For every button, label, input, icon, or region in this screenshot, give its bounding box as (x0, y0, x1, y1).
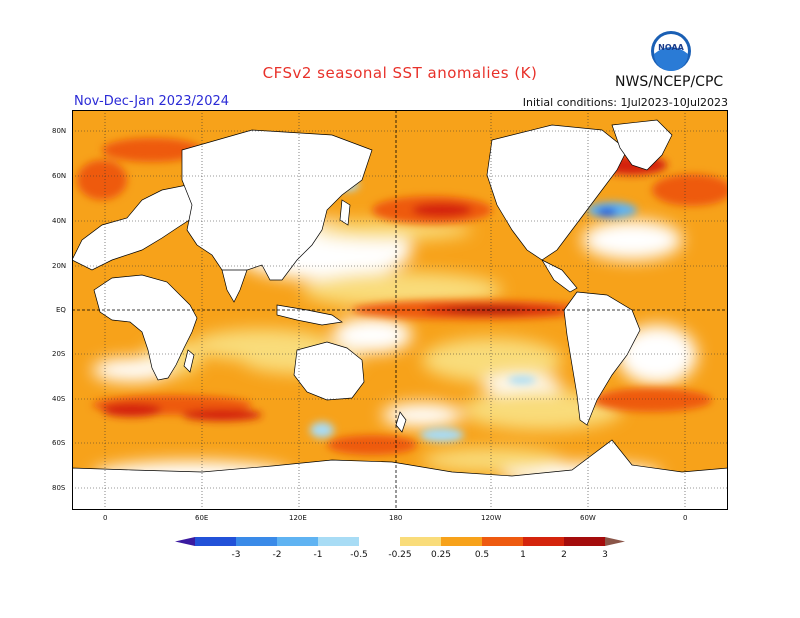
colorbar-tick-label: 0.25 (431, 550, 451, 560)
lat-label-eq: EQ (56, 306, 66, 314)
colorbar-box (195, 537, 236, 546)
colorbar: -3 -2 -1 -0.5 -0.25 0.25 0.5 1 2 3 (175, 535, 625, 561)
colorbar-box (441, 537, 482, 546)
colorbar-tick-label: -3 (232, 550, 241, 560)
colorbar-ticks: -3 -2 -1 -0.5 -0.25 0.25 0.5 1 2 3 (232, 550, 608, 560)
agency-label: NWS/NCEP/CPC (615, 74, 724, 90)
lon-label-120e: 120E (289, 514, 307, 522)
colorbar-box (400, 537, 441, 546)
lat-label-20n: 20N (52, 262, 67, 270)
lon-label-180: 180 (389, 514, 403, 522)
colorbar-box (359, 537, 400, 546)
grid-lines (72, 110, 728, 510)
lat-label-80s: 80S (52, 484, 66, 492)
colorbar-tick-label: -2 (273, 550, 282, 560)
colorbar-box (277, 537, 318, 546)
colorbar-tick-label: 0.5 (475, 550, 489, 560)
colorbar-arrow-low (175, 537, 195, 546)
colorbar-box (564, 537, 605, 546)
svg-text:NOAA: NOAA (658, 43, 684, 52)
lat-label-40s: 40S (52, 395, 66, 403)
sst-anomaly-map: 80N 60N 40N 20N EQ 20S 40S 60S 80S 0 60E… (52, 110, 728, 522)
reference-lines (72, 110, 728, 510)
asia-landmass (181, 129, 373, 281)
colorbar-boxes (175, 537, 625, 546)
colorbar-tick-label: 2 (561, 550, 567, 560)
lon-label-0: 0 (103, 514, 108, 522)
chart-title: CFSv2 seasonal SST anomalies (K) (262, 64, 538, 82)
north-america-landmass (486, 124, 628, 261)
colorbar-arrow-high (605, 537, 625, 546)
lat-label-40n: 40N (52, 217, 67, 225)
warm-anomalies (77, 138, 728, 455)
greenland-landmass (611, 119, 673, 171)
lon-label-60w: 60W (580, 514, 596, 522)
map-border (72, 110, 728, 510)
colorbar-box (236, 537, 277, 546)
antarctica-landmass (72, 439, 728, 510)
lat-label-60s: 60S (52, 439, 66, 447)
lat-label-60n: 60N (52, 172, 67, 180)
lon-label-60e: 60E (195, 514, 209, 522)
colorbar-box (523, 537, 564, 546)
lon-label-120w: 120W (481, 514, 502, 522)
madagascar-landmass (183, 349, 195, 373)
colorbar-tick-label: -0.5 (350, 550, 368, 560)
map-svg (72, 110, 728, 510)
colorbar-tick-label: -0.25 (388, 550, 411, 560)
colorbar-box (318, 537, 359, 546)
lat-label-20s: 20S (52, 350, 66, 358)
initial-conditions-label: Initial conditions: 1Jul2023-10Jul2023 (522, 96, 728, 109)
australia-landmass (293, 341, 365, 401)
central-america-landmass (541, 259, 578, 293)
colorbar-tick-label: -1 (314, 550, 323, 560)
colorbar-box (482, 537, 523, 546)
lat-label-80n: 80N (52, 127, 67, 135)
south-america-landmass (563, 291, 641, 426)
noaa-logo: NOAA (650, 30, 692, 72)
colorbar-tick-label: 1 (520, 550, 526, 560)
colorbar-tick-label: 3 (602, 550, 608, 560)
india-landmass (221, 269, 248, 303)
season-label: Nov-Dec-Jan 2023/2024 (74, 94, 230, 109)
lon-label-0-east: 0 (683, 514, 688, 522)
colorbar-svg: -3 -2 -1 -0.5 -0.25 0.25 0.5 1 2 3 (175, 537, 625, 560)
japan-landmass (339, 199, 351, 226)
new-zealand-landmass (395, 411, 407, 433)
